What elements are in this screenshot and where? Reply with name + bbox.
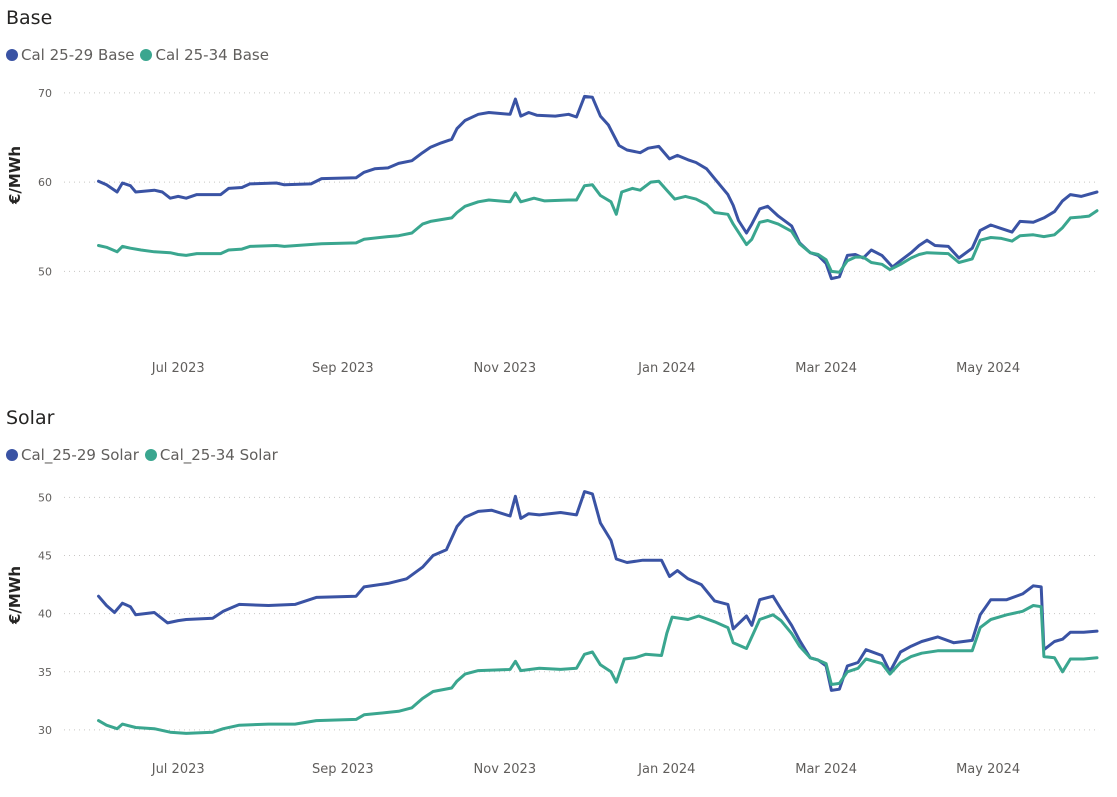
legend-marker-icon (6, 449, 18, 461)
x-tick-label: Mar 2024 (795, 762, 857, 777)
y-tick-label: 30 (38, 724, 52, 737)
x-tick-label: Jul 2023 (151, 361, 205, 376)
y-tick-label: 70 (38, 87, 52, 100)
x-tick-label: Sep 2023 (312, 361, 374, 376)
base-chart-panel: Base Cal 25-29 Base Cal 25-34 Base €/MWh… (6, 7, 1099, 376)
series-line-cal-25-29-base[interactable] (97, 94, 1099, 281)
legend-marker-icon (140, 49, 153, 61)
y-tick-label: 40 (38, 608, 52, 621)
series-line-cal-25-34-base[interactable] (97, 179, 1099, 274)
chart-legend: Cal 25-29 Base Cal 25-34 Base (6, 46, 275, 64)
x-tick-label: May 2024 (956, 361, 1020, 376)
x-tick-label: Sep 2023 (312, 762, 374, 777)
legend-label: Cal_25-29 Solar (21, 446, 139, 464)
series-line-cal-25-34-solar[interactable] (97, 604, 1099, 735)
legend-item-cal-25-34-solar[interactable]: Cal_25-34 Solar (144, 446, 278, 464)
base-line-chart: 50 60 70 Jul 2023 Sep 2023 Nov 2023 Jan 2024 Ma… (38, 87, 1099, 376)
chart-title: Base (6, 7, 53, 29)
solar-line-chart: 30 35 40 45 50 Jul 2023 Sep 2023 Nov 2023 Jan 20… (38, 490, 1099, 777)
x-tick-label: Jul 2023 (151, 762, 205, 777)
legend-marker-icon (144, 449, 157, 461)
y-tick-label: 60 (38, 176, 52, 189)
x-tick-label: Nov 2023 (474, 762, 537, 777)
legend-item-cal-25-34-base[interactable]: Cal 25-34 Base (140, 46, 269, 64)
legend-label: Cal_25-34 Solar (159, 446, 278, 464)
legend-label: Cal 25-34 Base (155, 46, 269, 64)
chart-legend: Cal_25-29 Solar Cal_25-34 Solar (6, 446, 284, 464)
x-tick-label: May 2024 (956, 762, 1020, 777)
x-tick-label: Mar 2024 (795, 361, 857, 376)
series-line-cal-25-29-solar[interactable] (97, 490, 1099, 692)
y-tick-label: 50 (38, 265, 52, 278)
solar-chart-panel: Solar Cal_25-29 Solar Cal_25-34 Solar €/… (0, 400, 1117, 797)
legend-item-cal-25-29-solar[interactable]: Cal_25-29 Solar (6, 446, 139, 464)
x-tick-label: Jan 2024 (637, 762, 695, 777)
chart-title: Solar (6, 407, 55, 429)
y-tick-label: 35 (38, 666, 52, 679)
legend-marker-icon (6, 49, 18, 61)
x-tick-label: Jan 2024 (637, 361, 695, 376)
legend-label: Cal 25-29 Base (21, 46, 135, 64)
x-tick-label: Nov 2023 (474, 361, 537, 376)
y-tick-label: 50 (38, 491, 52, 504)
y-tick-label: 45 (38, 550, 52, 563)
legend-item-cal-25-29-base[interactable]: Cal 25-29 Base (6, 46, 134, 64)
